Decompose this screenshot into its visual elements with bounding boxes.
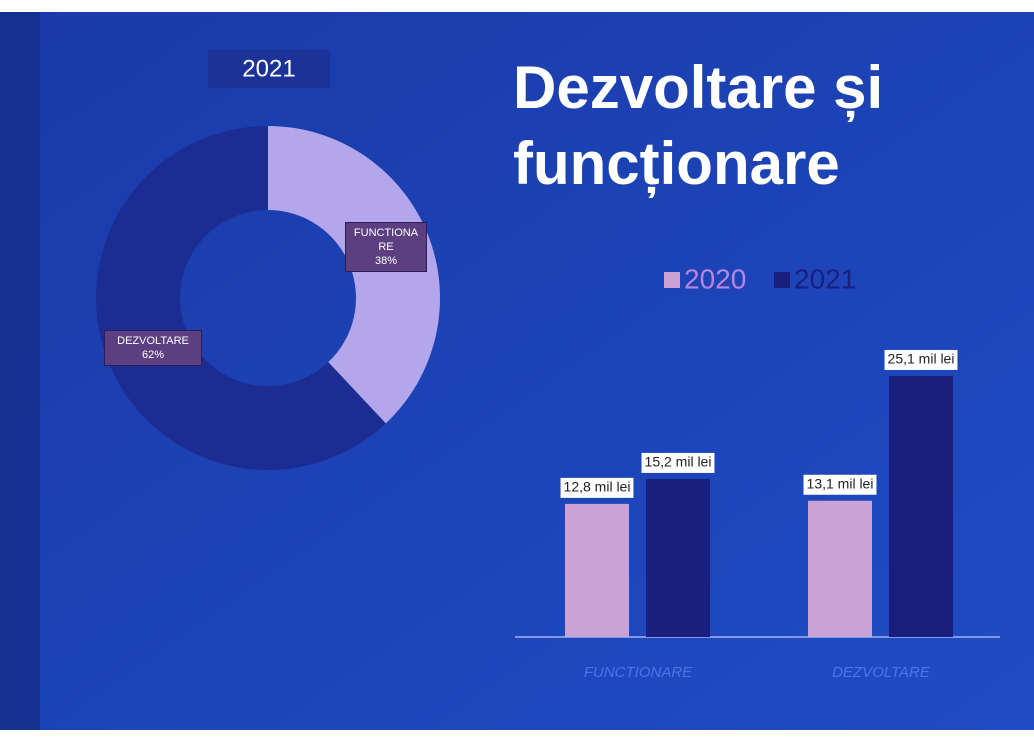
bar <box>565 503 629 637</box>
data-label: FUNCTIONARE 38% <box>345 222 427 272</box>
bar <box>808 500 872 637</box>
x-tick-label: DEZVOLTARE <box>832 664 931 681</box>
value-label: 15,2 mil lei <box>645 454 712 470</box>
value-label: 13,1 mil lei <box>807 475 874 491</box>
donut-slice <box>268 126 440 424</box>
donut-title: 2021 <box>242 55 295 82</box>
data-label: DEZVOLTARE 62% <box>104 330 202 366</box>
chart-title: Dezvoltare și funcționare <box>513 54 883 198</box>
value-label-box <box>884 349 958 370</box>
legend-label: 2021 <box>794 263 856 294</box>
donut-title-box <box>208 50 330 88</box>
slice-value: 62% <box>141 349 165 361</box>
bar <box>646 478 710 637</box>
value-label: 12,8 mil lei <box>564 479 631 495</box>
side-strip <box>0 12 40 730</box>
slice-label: FUNCTIONARE <box>353 227 419 253</box>
slice-label: DEZVOLTARE <box>117 335 189 347</box>
legend-label: 2020 <box>684 263 746 294</box>
x-tick-label: FUNCTIONARE <box>584 664 693 681</box>
value-label-box <box>560 477 634 498</box>
slice-value: 38% <box>374 255 398 267</box>
legend-swatch <box>774 272 790 288</box>
value-label: 25,1 mil lei <box>888 351 955 367</box>
value-label-box <box>803 474 877 495</box>
donut-slice <box>95 126 386 471</box>
value-label-box <box>641 452 715 473</box>
legend-swatch <box>664 272 680 288</box>
bar <box>889 375 953 637</box>
